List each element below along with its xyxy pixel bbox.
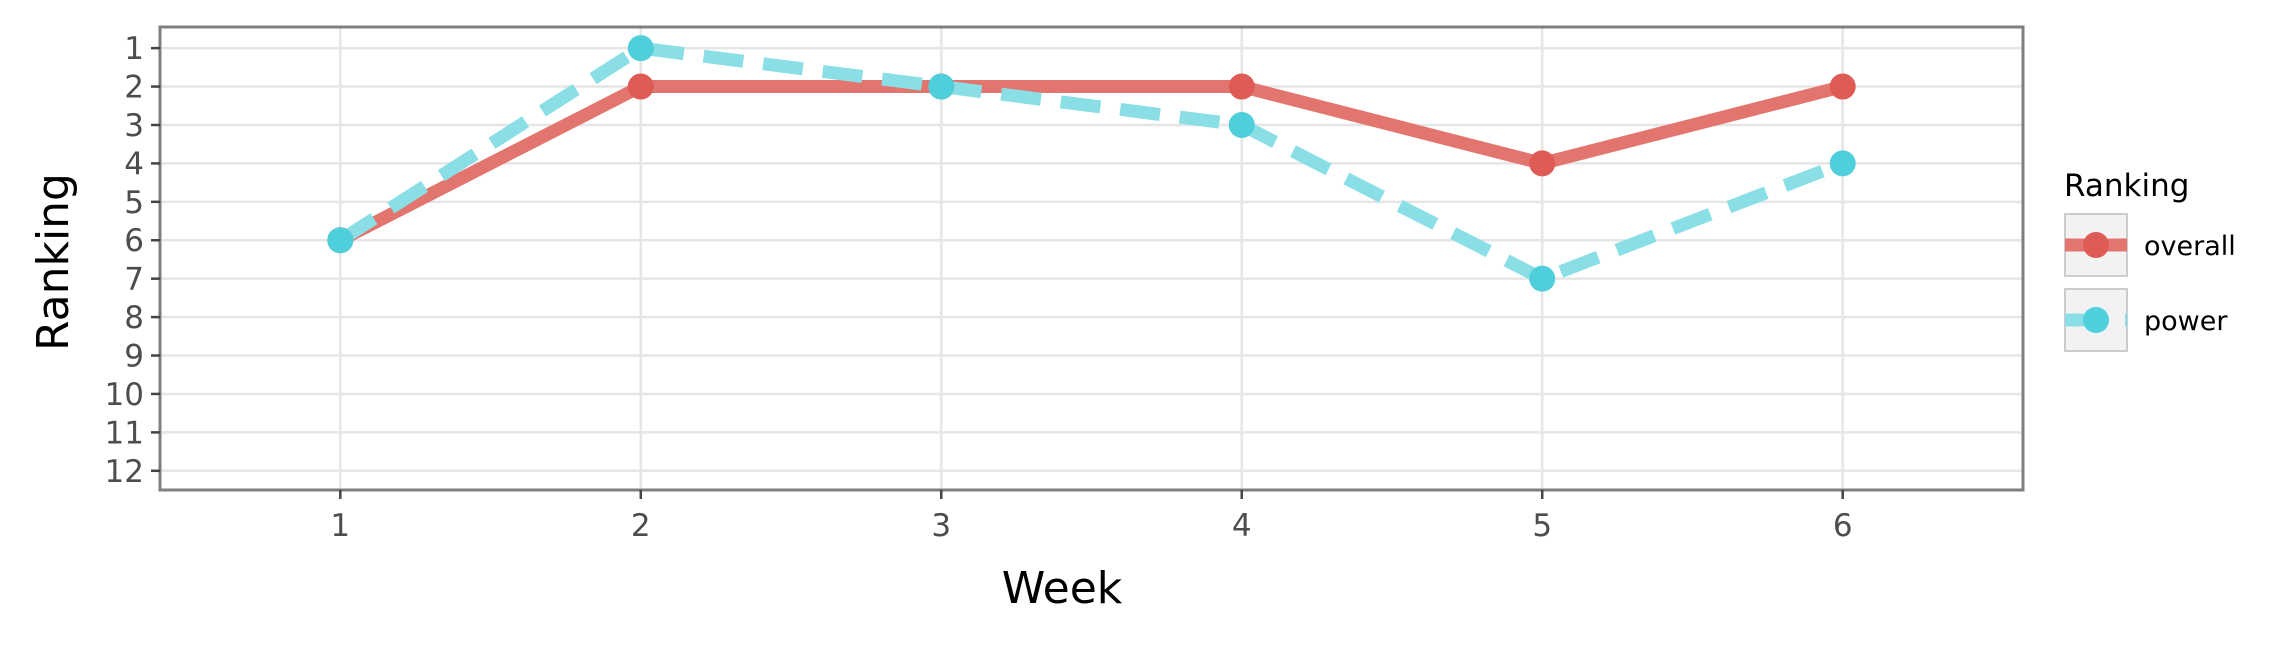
legend-entry-power: power bbox=[2064, 288, 2228, 352]
y-tick-label: 11 bbox=[105, 415, 144, 451]
data-point-power bbox=[627, 35, 654, 62]
data-point-power bbox=[928, 73, 955, 100]
y-tick-label: 3 bbox=[124, 108, 144, 144]
x-tick-label: 5 bbox=[1532, 508, 1552, 544]
x-tick-label: 4 bbox=[1232, 508, 1252, 544]
y-tick-label: 10 bbox=[105, 377, 144, 413]
legend-key-point bbox=[2083, 232, 2109, 258]
x-tick-label: 1 bbox=[330, 508, 350, 544]
data-point-overall bbox=[627, 73, 654, 100]
series-line-overall bbox=[333, 80, 1850, 247]
x-tick-label: 2 bbox=[631, 508, 651, 544]
gridlines bbox=[160, 27, 2023, 490]
legend-label: power bbox=[2144, 306, 2228, 337]
x-axis-label: Week bbox=[1002, 563, 1123, 614]
x-tick-label: 3 bbox=[931, 508, 951, 544]
y-tick-label: 8 bbox=[124, 300, 144, 336]
data-point-overall bbox=[1829, 73, 1856, 100]
series-points bbox=[327, 35, 1856, 292]
y-tick-label: 4 bbox=[124, 146, 144, 182]
legend: Ranking overall power bbox=[2064, 168, 2236, 352]
legend-key-point bbox=[2083, 307, 2109, 333]
data-point-power bbox=[1529, 265, 1556, 292]
y-tick-label: 9 bbox=[124, 339, 144, 375]
series-line-power bbox=[336, 41, 1846, 286]
y-tick-label: 1 bbox=[124, 31, 144, 67]
y-tick-label: 7 bbox=[124, 262, 144, 298]
x-axis-ticks: 1 2 3 4 5 6 bbox=[330, 490, 1853, 544]
data-point-power bbox=[327, 227, 354, 254]
data-point-overall bbox=[1529, 150, 1556, 177]
y-tick-label: 6 bbox=[124, 223, 144, 259]
panel-background bbox=[160, 27, 2023, 490]
legend-entry-overall: overall bbox=[2064, 213, 2236, 277]
legend-entries: overall power bbox=[2064, 213, 2236, 352]
y-tick-label: 5 bbox=[124, 185, 144, 221]
x-tick-label: 6 bbox=[1833, 508, 1853, 544]
legend-title: Ranking bbox=[2064, 168, 2189, 204]
panel-border bbox=[158, 25, 2025, 492]
legend-label: overall bbox=[2144, 231, 2236, 262]
data-point-overall bbox=[1228, 73, 1255, 100]
series-lines bbox=[333, 41, 1850, 286]
data-point-power bbox=[1228, 111, 1255, 138]
y-tick-label: 12 bbox=[105, 454, 144, 490]
y-axis-label: Ranking bbox=[28, 173, 79, 351]
y-tick-label: 2 bbox=[124, 70, 144, 106]
data-point-power bbox=[1829, 150, 1856, 177]
